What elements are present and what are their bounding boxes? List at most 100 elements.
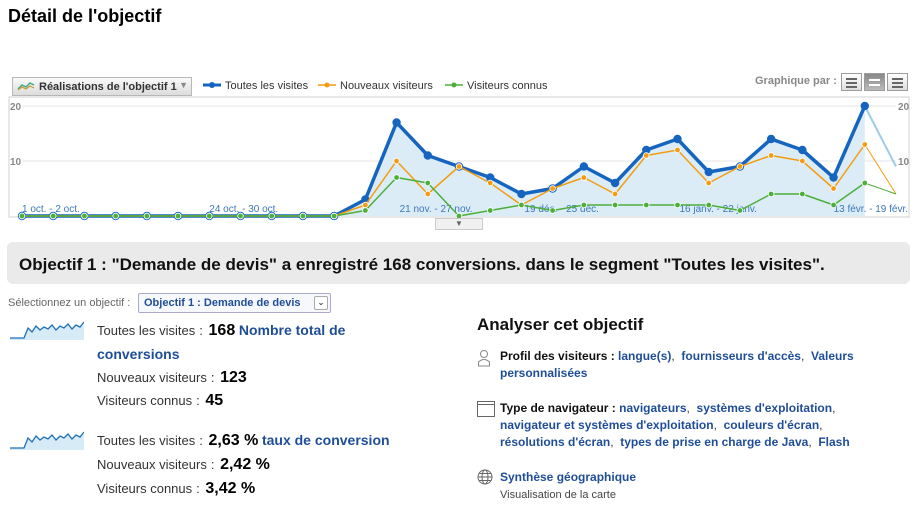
series-partial-segment <box>864 182 897 195</box>
data-point <box>830 201 837 209</box>
data-point <box>767 190 775 198</box>
data-point <box>705 179 712 187</box>
data-point <box>174 212 182 220</box>
geo-section: Synthèse géographique Visualisation de l… <box>500 469 910 504</box>
data-point <box>18 212 26 220</box>
link-screen-resolutions[interactable]: résolutions d'écran <box>500 435 611 449</box>
link-providers[interactable]: fournisseurs d'accès <box>681 349 801 363</box>
data-point <box>362 207 369 214</box>
data-point <box>674 201 681 209</box>
data-point <box>517 189 526 199</box>
data-point <box>549 207 556 214</box>
series-partial-segment <box>864 144 897 195</box>
legend-all-visits[interactable]: Toutes les visites <box>203 80 308 92</box>
metric-value: 123 <box>220 369 247 386</box>
data-point <box>643 201 650 209</box>
graph-by-label: Graphique par : <box>755 75 837 87</box>
goal-selector[interactable]: Objectif 1 : Demande de devis ⌄ <box>138 293 331 313</box>
series-line <box>22 176 866 217</box>
data-point <box>424 190 431 198</box>
chevron-down-icon: ⌄ <box>314 296 328 310</box>
data-point <box>736 163 744 170</box>
metric-rate-new: Nouveaux visiteurs: 2,42 % <box>97 456 270 473</box>
link-geo-summary[interactable]: Synthèse géographique <box>500 470 637 484</box>
data-point <box>423 151 432 160</box>
total-conversions-link[interactable]: Nombre total de <box>238 322 346 338</box>
series-dropdown[interactable]: Réalisations de l'objectif 1 ▼ <box>12 77 192 96</box>
link-screen-colors[interactable]: couleurs d'écran <box>723 418 820 432</box>
date-label: 16 janv. - 22 janv. <box>680 204 757 215</box>
data-point <box>705 201 712 209</box>
metric-label: Visiteurs connus <box>97 393 193 408</box>
data-point <box>829 173 838 182</box>
metric-label: Visiteurs connus <box>97 481 193 496</box>
data-point <box>330 212 338 220</box>
data-point <box>860 101 869 111</box>
globe-icon <box>477 469 493 485</box>
data-point <box>486 173 495 182</box>
collapse-chart-button[interactable]: ▼ <box>435 218 483 230</box>
total-conversions-link-2[interactable]: conversions <box>97 346 180 362</box>
user-icon <box>478 350 490 367</box>
metric-value: 45 <box>205 392 224 409</box>
data-point <box>861 179 868 187</box>
data-point <box>673 134 682 144</box>
data-point <box>766 134 776 144</box>
date-label: 21 nov. - 27 nov. <box>400 204 473 215</box>
metric-value: 2,42 % <box>220 456 270 473</box>
browser-type-label: Type de navigateur : <box>500 401 616 415</box>
data-point <box>580 174 588 181</box>
sparkline-conversion-rate <box>10 431 84 450</box>
data-point <box>642 145 651 155</box>
data-point <box>736 207 744 214</box>
view-week-button[interactable] <box>864 73 885 91</box>
data-point <box>487 179 494 187</box>
goal-chart: 20 20 10 10 1 oct. - 2 oct. 24 oct. - 30 oct.… <box>8 96 910 221</box>
data-point <box>299 212 307 220</box>
legend-label: Toutes les visites <box>225 80 309 92</box>
view-day-button[interactable] <box>841 73 862 91</box>
data-point <box>799 157 806 165</box>
date-label: 24 oct. - 30 oct. <box>209 204 278 215</box>
metric-conversions-new: Nouveaux visiteurs: 123 <box>97 369 247 386</box>
data-point <box>830 185 837 192</box>
conversion-rate-link[interactable]: taux de conversion <box>261 432 390 448</box>
data-point <box>50 212 57 220</box>
metric-value: 168 <box>208 322 236 339</box>
view-month-button[interactable] <box>887 73 908 91</box>
data-point <box>580 201 588 209</box>
link-flash[interactable]: Flash <box>818 435 850 449</box>
metric-label: Toutes les visites <box>97 323 196 338</box>
data-point <box>674 146 681 154</box>
data-point <box>549 185 556 192</box>
data-point <box>799 190 806 198</box>
data-point <box>393 157 400 165</box>
metric-rate-all: Toutes les visites: 2,63 % taux de conve… <box>97 432 390 449</box>
analyse-title: Analyser cet objectif <box>477 315 644 334</box>
legend-swatch-icon <box>445 82 463 88</box>
link-os[interactable]: systèmes d'exploitation <box>696 401 833 415</box>
line-chart-icon <box>17 82 35 91</box>
metric-rate-returning: Visiteurs connus: 3,42 % <box>97 480 256 497</box>
page-title: Détail de l'objectif <box>8 6 162 26</box>
goal-selector-label: Sélectionnez un objectif : <box>8 297 131 309</box>
data-point <box>424 179 431 187</box>
sparkline-conversions <box>10 321 84 340</box>
link-browser-os[interactable]: navigateur et systèmes d'exploitation <box>500 418 714 432</box>
metric-conversions-returning: Visiteurs connus: 45 <box>97 392 224 409</box>
link-custom-values[interactable]: Valeurs personnalisées <box>500 349 854 380</box>
metric-conversions-all: Toutes les visites: 168 Nombre total de <box>97 322 346 339</box>
legend-label: Nouveaux visiteurs <box>340 80 433 92</box>
link-browsers[interactable]: navigateurs <box>619 401 687 415</box>
link-java-support[interactable]: types de prise en charge de Java <box>620 435 809 449</box>
link-languages[interactable]: langue(s) <box>618 349 672 363</box>
data-point <box>579 162 589 171</box>
series-partial-segment <box>863 105 897 167</box>
legend-returning-visitors[interactable]: Visiteurs connus <box>445 80 548 92</box>
visitor-profile-label: Profil des visiteurs : <box>500 349 615 363</box>
y-tick-label-left: 20 <box>10 102 22 113</box>
metric-value: 3,42 % <box>205 480 256 497</box>
legend-new-visitors[interactable]: Nouveaux visiteurs <box>318 80 433 92</box>
metric-conversions-all-line2: conversions <box>97 346 179 362</box>
data-point <box>798 145 807 155</box>
